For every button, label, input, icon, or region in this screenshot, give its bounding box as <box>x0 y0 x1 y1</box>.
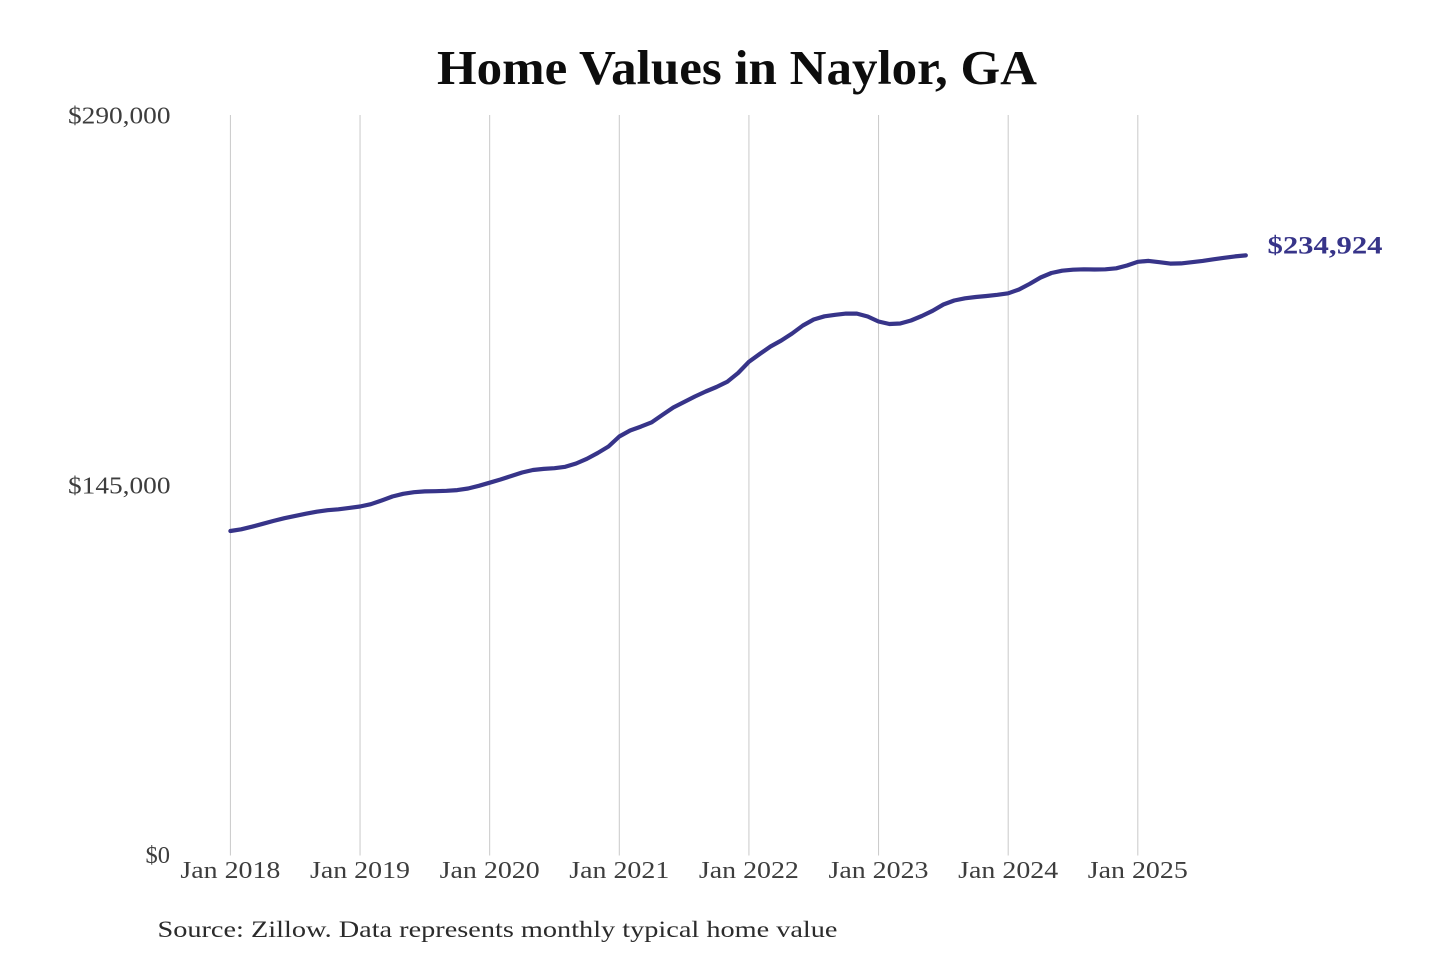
svg-text:$234,924: $234,924 <box>1268 231 1383 260</box>
svg-text:Source: Zillow. Data represent: Source: Zillow. Data represents monthly … <box>158 917 838 942</box>
svg-text:Jan 2020: Jan 2020 <box>440 857 540 884</box>
svg-text:$0: $0 <box>146 842 171 869</box>
svg-text:Jan 2022: Jan 2022 <box>699 857 799 884</box>
svg-text:Jan 2023: Jan 2023 <box>829 857 929 884</box>
svg-text:Jan 2024: Jan 2024 <box>958 857 1058 884</box>
svg-text:Jan 2021: Jan 2021 <box>569 857 669 884</box>
svg-text:Jan 2025: Jan 2025 <box>1088 857 1188 884</box>
svg-text:Jan 2019: Jan 2019 <box>310 857 410 884</box>
svg-text:$145,000: $145,000 <box>68 473 171 500</box>
svg-text:Home Values in Naylor, GA: Home Values in Naylor, GA <box>437 40 1038 95</box>
svg-text:Jan 2018: Jan 2018 <box>180 857 280 884</box>
svg-text:$290,000: $290,000 <box>68 103 171 130</box>
